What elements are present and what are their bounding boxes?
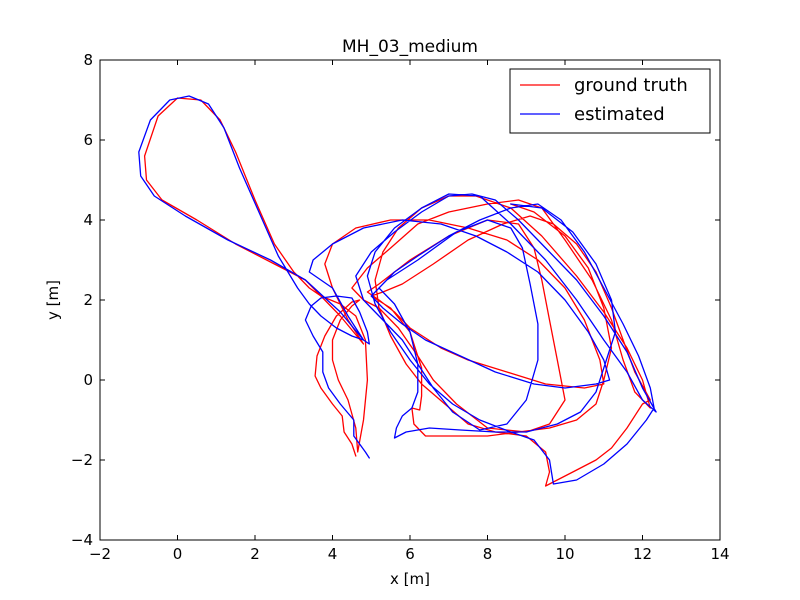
y-tick-label: −4 <box>71 531 93 549</box>
y-tick-label: 2 <box>83 291 93 309</box>
x-axis-title: x [m] <box>390 570 430 588</box>
y-axis-title: y [m] <box>44 280 62 320</box>
x-tick-label: 2 <box>250 545 260 563</box>
plot-background <box>100 60 720 540</box>
legend-box <box>509 68 711 134</box>
chart-title: MH_03_medium <box>342 37 478 57</box>
x-tick-label: 14 <box>710 545 729 563</box>
y-tick-label: 4 <box>83 211 93 229</box>
y-tick-label: 0 <box>83 371 93 389</box>
series-line-ground-truth <box>143 97 651 487</box>
y-tick-label: 8 <box>83 51 93 69</box>
x-tick-label: 8 <box>483 545 493 563</box>
y-tick-label: 6 <box>83 131 93 149</box>
x-tick-label: 4 <box>328 545 338 563</box>
series-line-estimated <box>138 95 657 485</box>
x-tick-label: 12 <box>633 545 652 563</box>
x-tick-label: −2 <box>89 545 111 563</box>
y-tick-label: −2 <box>71 451 93 469</box>
legend-label: ground truth <box>574 75 688 96</box>
x-tick-label: 0 <box>173 545 183 563</box>
legend-label: estimated <box>574 104 665 125</box>
legend: ground truth estimated <box>509 68 711 134</box>
x-tick-label: 6 <box>405 545 415 563</box>
x-tick-label: 10 <box>555 545 574 563</box>
series-layer <box>138 95 657 487</box>
